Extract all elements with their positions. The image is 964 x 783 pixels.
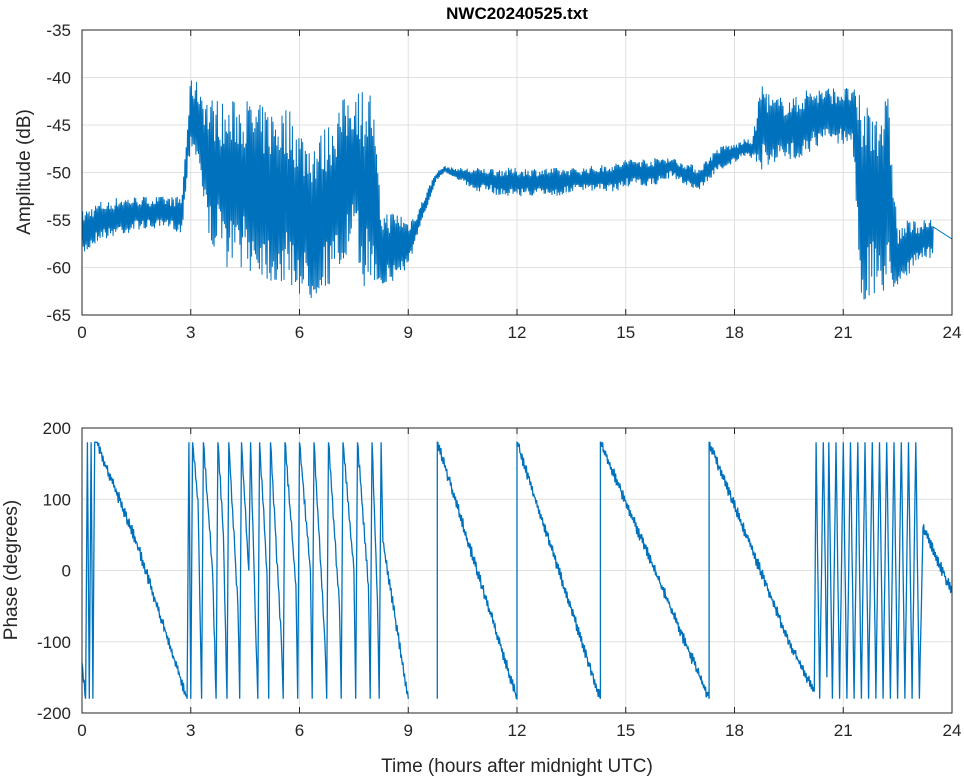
x-tick-label: 6	[295, 721, 304, 740]
phase-series	[436, 441, 953, 700]
x-tick-label: 0	[77, 323, 86, 342]
y-tick-label: -200	[37, 704, 71, 723]
x-tick-label: 12	[508, 323, 527, 342]
y-tick-label: -40	[46, 69, 71, 88]
y-tick-label: -35	[46, 21, 71, 40]
y-tick-label: -55	[46, 211, 71, 230]
amplitude-series	[81, 80, 953, 300]
y-tick-label: -60	[46, 259, 71, 278]
phase-xlabel: Time (hours after midnight UTC)	[381, 756, 653, 777]
amplitude-axes: 0 3 6 9 12 15 18 21 24 -35 -40 -45 -50 -55 -60 -65	[46, 21, 961, 342]
y-tick-label: -65	[46, 306, 71, 325]
x-tick-label: 0	[77, 721, 86, 740]
x-tick-label: 3	[186, 323, 195, 342]
x-tick-label: 24	[943, 721, 962, 740]
y-tick-label: -50	[46, 164, 71, 183]
y-tick-label: -45	[46, 116, 71, 135]
x-tick-label: 18	[725, 721, 744, 740]
x-tick-label: 9	[404, 721, 413, 740]
y-tick-label: 0	[62, 562, 71, 581]
x-tick-label: 6	[295, 323, 304, 342]
phase-series	[81, 441, 409, 699]
x-tick-label: 9	[404, 323, 413, 342]
phase-ylabel: Phase (degrees)	[1, 500, 22, 640]
x-tick-label: 15	[616, 721, 635, 740]
chart-title: NWC20240525.txt	[446, 4, 588, 23]
x-tick-label: 12	[508, 721, 527, 740]
amplitude-ylabel: Amplitude (dB)	[14, 109, 35, 235]
x-tick-label: 15	[616, 323, 635, 342]
y-tick-label: -100	[37, 633, 71, 652]
y-tick-label: 100	[43, 490, 71, 509]
x-tick-label: 21	[834, 323, 853, 342]
phase-axes: 0 3 6 9 12 15 18 21 24 200 100 0 -100 -200	[37, 419, 961, 740]
x-tick-label: 24	[943, 323, 962, 342]
y-tick-label: 200	[43, 419, 71, 438]
x-tick-label: 21	[834, 721, 853, 740]
x-tick-label: 3	[186, 721, 195, 740]
x-tick-label: 18	[725, 323, 744, 342]
